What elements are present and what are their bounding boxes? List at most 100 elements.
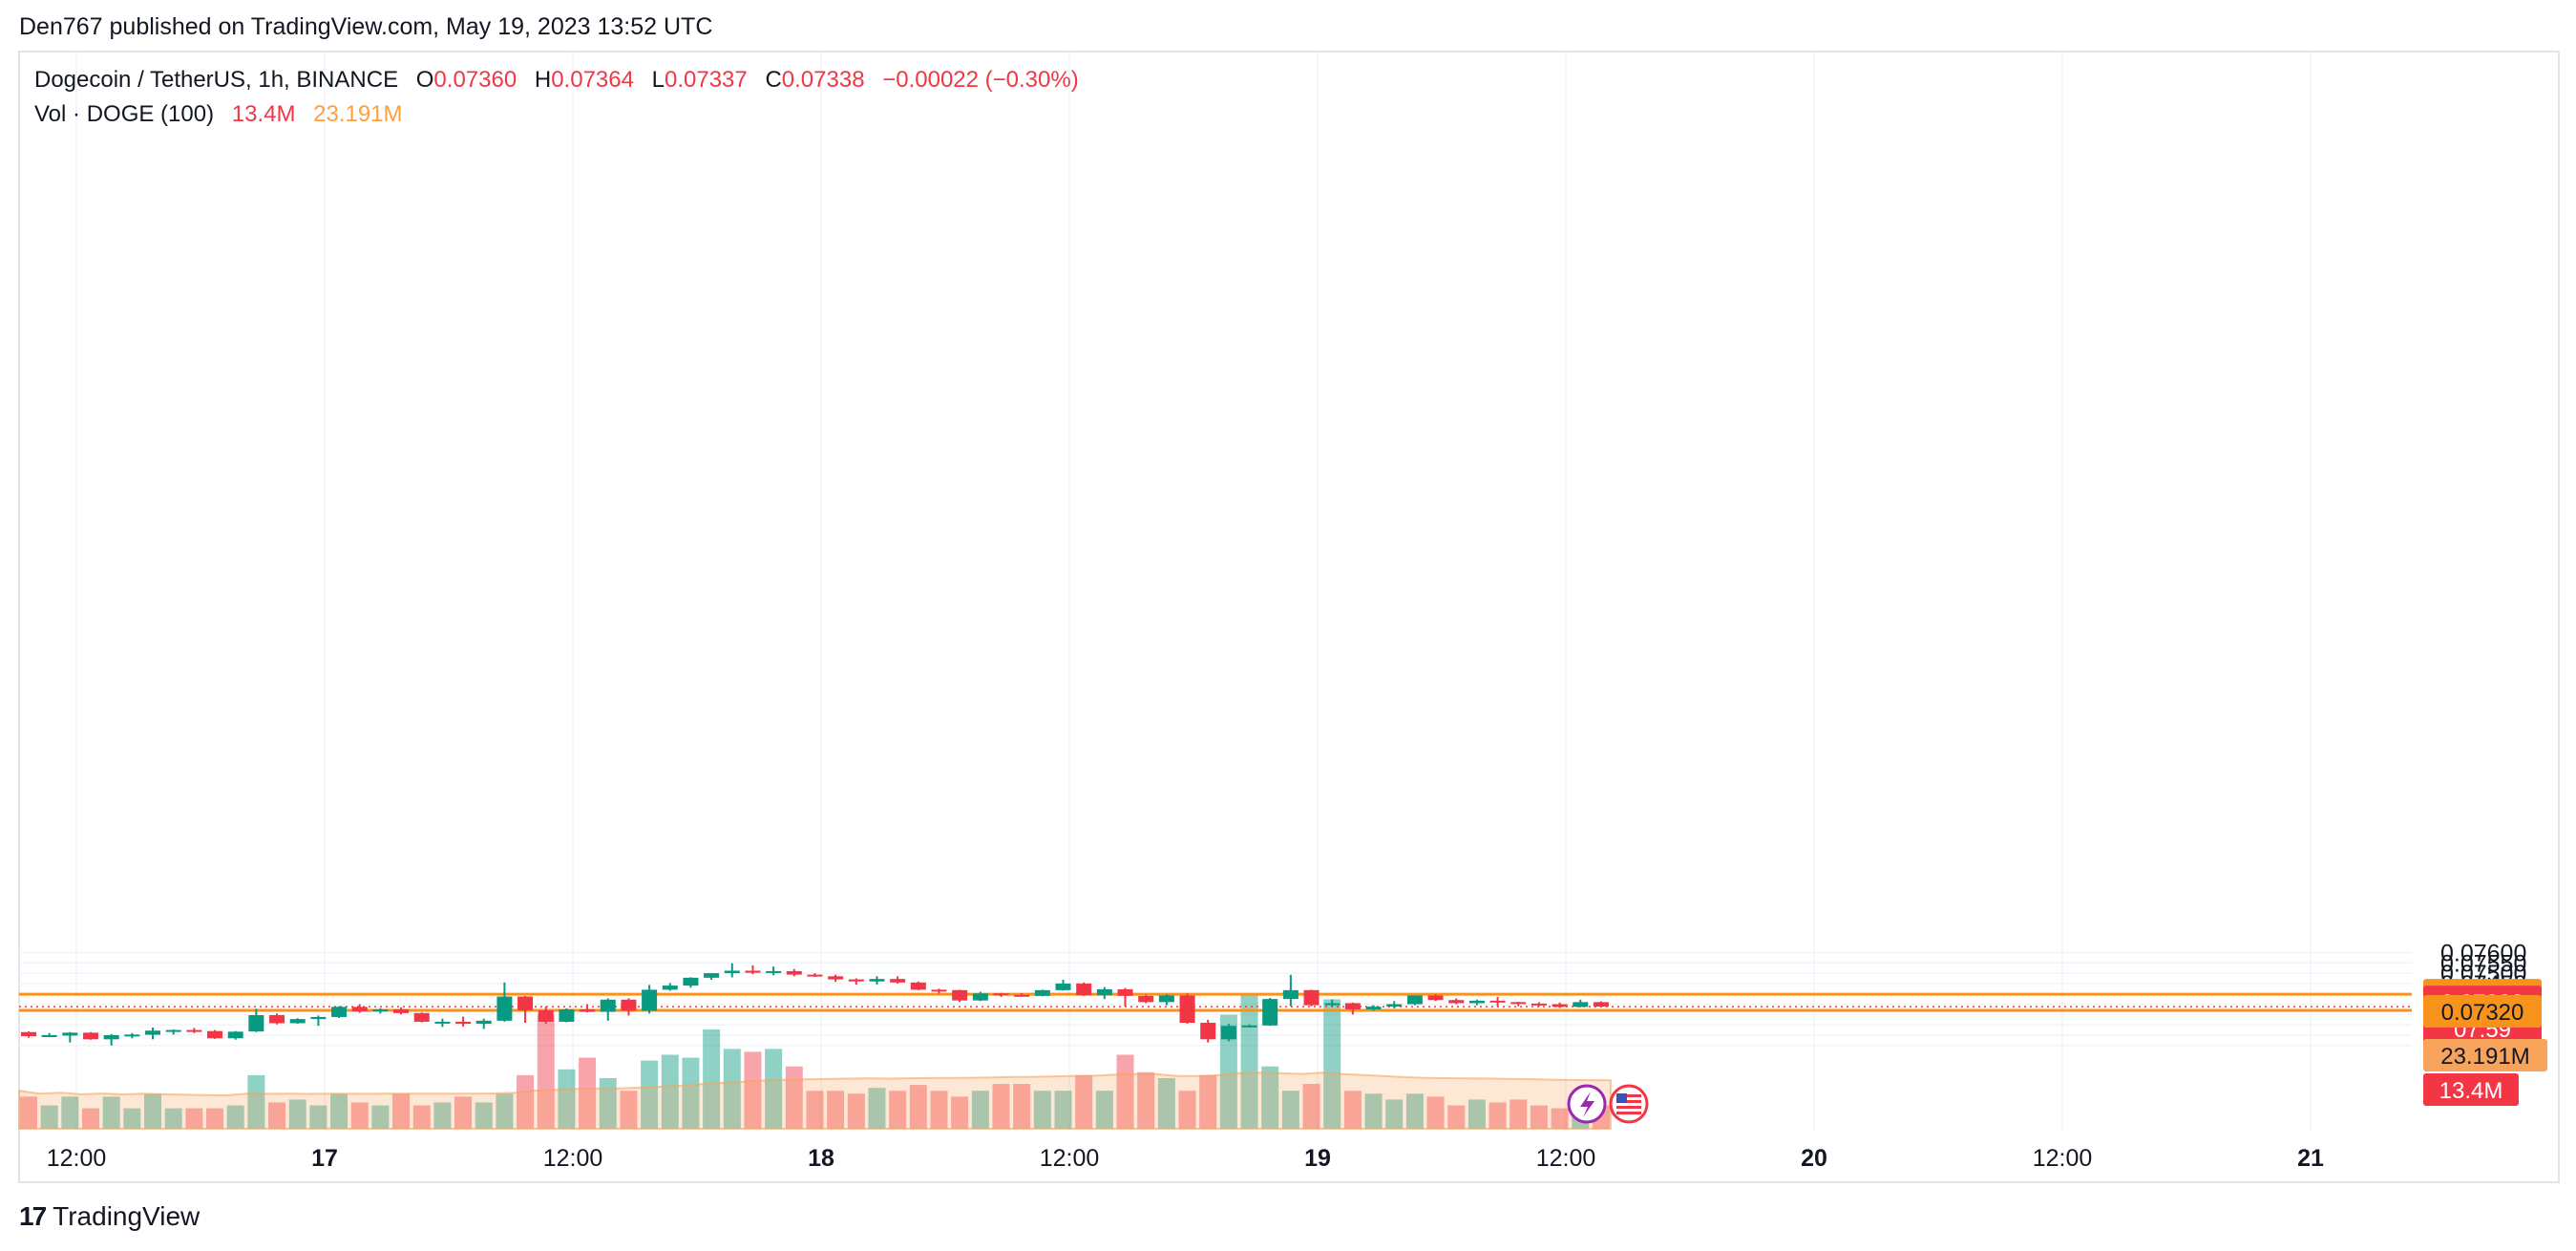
candle-body — [1365, 1007, 1382, 1009]
time-tick-label: 19 — [1304, 1145, 1331, 1172]
candle-body — [145, 1030, 161, 1035]
volume-bar — [20, 1096, 37, 1129]
volume-bar — [889, 1091, 907, 1129]
volume-bar — [61, 1096, 79, 1129]
us-flag-stripes — [1616, 1093, 1641, 1114]
volume-bar — [1510, 1099, 1528, 1129]
tradingview-brand: TradingView — [53, 1201, 201, 1231]
change-value: −0.00022 (−0.30%) — [882, 67, 1079, 93]
candle-body — [993, 993, 1009, 996]
candle-body — [952, 989, 968, 1001]
low-label: L — [651, 67, 665, 93]
time-axis[interactable]: 12:00 17 12:00 18 12:00 19 12:00 20 12:00 21 — [47, 1145, 2324, 1172]
volume-bar — [1157, 1077, 1175, 1129]
volume-bar — [371, 1105, 390, 1129]
candle-body — [1324, 1003, 1341, 1006]
candle-body — [310, 1016, 327, 1020]
candle-body — [1303, 989, 1320, 1006]
candle-body — [538, 1010, 554, 1022]
tradingview-footer[interactable]: 17 TradingView — [19, 1201, 200, 1232]
candle-body — [1510, 1002, 1527, 1005]
volume-bar — [268, 1102, 286, 1129]
candle-body — [1427, 995, 1444, 1001]
candle-body — [1552, 1004, 1568, 1007]
symbol-name[interactable]: Dogecoin / TetherUS, 1h, BINANCE — [34, 67, 399, 93]
candle-body — [413, 1012, 430, 1022]
candle-body — [1262, 999, 1278, 1026]
volume-bar — [1364, 1093, 1383, 1129]
volume-bar — [992, 1084, 1010, 1129]
candle-body — [724, 970, 740, 974]
volume-bar — [1219, 1014, 1237, 1129]
volume-bar — [909, 1085, 927, 1129]
volume-bar — [1261, 1066, 1279, 1129]
volume-bar — [496, 1093, 514, 1129]
high-value: 0.07364 — [551, 67, 634, 93]
volume-bar — [723, 1049, 741, 1129]
us-flag-icon[interactable] — [1609, 1084, 1649, 1124]
candle-body — [1220, 1026, 1236, 1040]
candle-body — [165, 1029, 181, 1032]
volume-bar — [1405, 1093, 1424, 1129]
candle-body — [372, 1008, 389, 1012]
candle-body — [1096, 988, 1112, 996]
price-tick-label: 0.07550 — [2440, 950, 2526, 977]
volume-bar — [102, 1096, 120, 1129]
volume-bar — [1178, 1091, 1196, 1129]
volume-bar — [806, 1091, 824, 1129]
volume-indicator-label[interactable]: Vol · DOGE (100) — [34, 101, 215, 127]
volume-ma-badge — [2423, 1039, 2547, 1071]
volume-bar — [744, 1051, 762, 1129]
volume-bar — [620, 1091, 638, 1129]
horizontal-levels[interactable] — [19, 992, 2412, 1012]
candle-body — [1241, 1025, 1257, 1028]
candle-body — [621, 999, 637, 1011]
volume-bar — [164, 1108, 182, 1129]
volume-bar — [82, 1108, 100, 1129]
volume-bar — [226, 1105, 244, 1129]
volume-bar — [1323, 999, 1341, 1129]
volume-bar — [1075, 1074, 1093, 1129]
volume-bar — [682, 1057, 700, 1129]
candle-body — [683, 977, 699, 986]
level-badge-label: 0.07320 — [2441, 1000, 2524, 1026]
time-tick-label: 12:00 — [47, 1145, 107, 1172]
volume-bar — [206, 1108, 224, 1129]
volume-ma-value: 23.191M — [313, 101, 403, 127]
volume-bar — [309, 1105, 327, 1129]
time-tick-label: 12:00 — [543, 1145, 603, 1172]
candle-body — [83, 1032, 99, 1040]
event-icons[interactable] — [1567, 1084, 1649, 1124]
candle-body — [62, 1032, 78, 1036]
volume-bar — [1385, 1099, 1404, 1129]
volume-bar — [599, 1077, 617, 1129]
candle-body — [434, 1021, 451, 1024]
candle-body — [910, 982, 926, 990]
volume-bar — [1095, 1091, 1113, 1129]
volume-bar — [412, 1105, 431, 1129]
time-tick-label: 17 — [311, 1145, 338, 1172]
volume-bar — [1489, 1102, 1507, 1129]
time-tick-label: 12:00 — [2033, 1145, 2093, 1172]
candle-body — [103, 1035, 119, 1040]
candle-body — [455, 1021, 472, 1025]
candle-body — [828, 976, 844, 980]
volume-bar — [1281, 1091, 1299, 1129]
volume-bar — [1467, 1099, 1486, 1129]
volume-bar — [951, 1096, 969, 1129]
candle-body — [475, 1020, 492, 1025]
volume-bar — [971, 1091, 989, 1129]
candle-body — [869, 979, 885, 982]
price-tick-label: 0.07600 — [2440, 940, 2526, 966]
volume-ma-area — [18, 1071, 1612, 1130]
volume-bar — [868, 1088, 886, 1129]
volume-bar — [330, 1093, 348, 1129]
volume-bar — [433, 1102, 452, 1129]
volume-badge — [2423, 1073, 2519, 1106]
volume-bar — [1530, 1105, 1548, 1129]
candle-body — [1076, 983, 1092, 996]
volume-bar — [703, 1028, 721, 1129]
candle-body — [786, 970, 802, 975]
candle-body — [807, 974, 823, 977]
